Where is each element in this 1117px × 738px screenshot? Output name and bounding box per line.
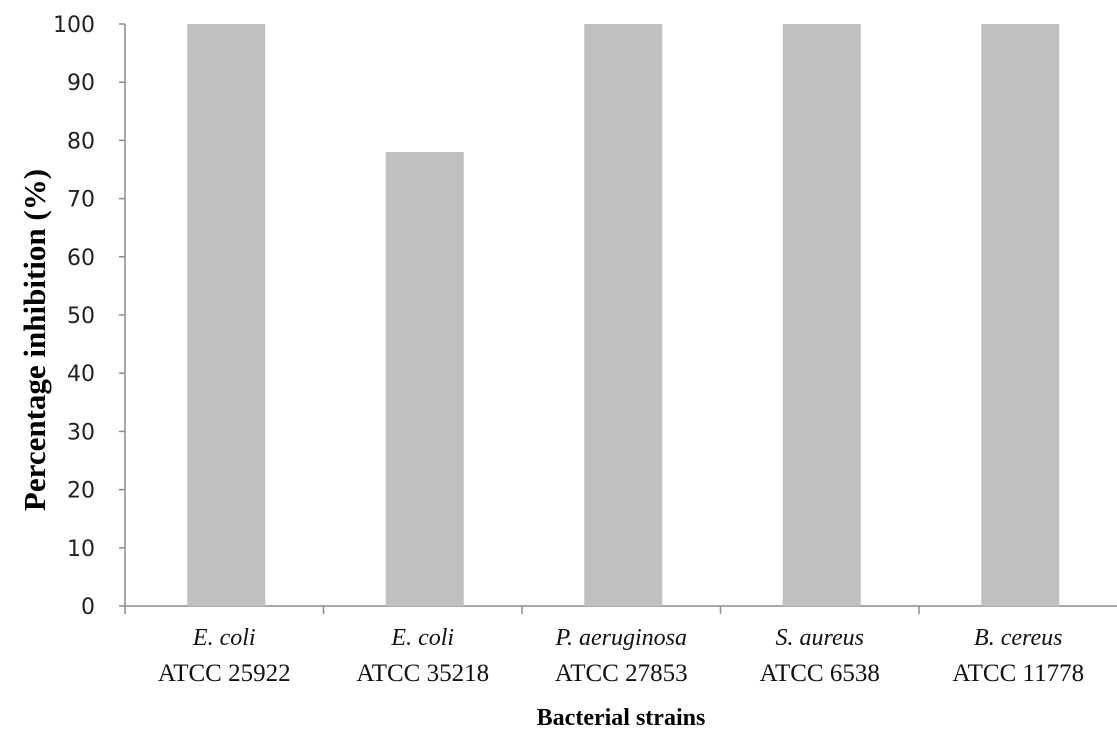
x-category-species-label: B. cereus xyxy=(974,625,1062,651)
x-category-species-label: E. coli xyxy=(390,625,454,651)
x-category-strain-label: ATCC 35218 xyxy=(356,660,489,687)
y-tick-label: 80 xyxy=(67,129,95,154)
bar xyxy=(385,152,464,607)
y-tick-label: 20 xyxy=(67,479,95,504)
x-category-species-label: E. coli xyxy=(192,625,256,651)
y-tick-label: 0 xyxy=(81,595,95,620)
x-category-strain-label: ATCC 6538 xyxy=(760,660,880,687)
y-tick-label: 50 xyxy=(67,304,95,329)
bars xyxy=(187,24,1060,607)
y-tick-label: 40 xyxy=(67,362,95,387)
x-category-labels: E. coli ATCC 25922 E. coli ATCC 35218 P. aer… xyxy=(158,625,1084,687)
x-axis-title: Bacterial strains xyxy=(537,705,706,731)
y-tick-label: 100 xyxy=(53,13,95,38)
bar xyxy=(584,24,663,606)
y-tick-label: 60 xyxy=(67,246,95,271)
bar xyxy=(782,24,861,606)
axes xyxy=(119,23,1117,614)
bar xyxy=(187,24,266,606)
x-category-strain-label: ATCC 25922 xyxy=(158,660,291,687)
x-category-species-label: P. aeruginosa xyxy=(554,625,687,651)
y-tick-label: 70 xyxy=(67,188,95,213)
y-tick-labels: 0 10 20 30 40 50 60 70 80 90 100 xyxy=(53,13,95,620)
y-tick-label: 90 xyxy=(67,71,95,96)
y-tick-label: 10 xyxy=(67,537,95,562)
bar xyxy=(981,24,1060,606)
x-category-species-label: S. aureus xyxy=(776,625,864,651)
y-tick-label: 30 xyxy=(67,420,95,445)
x-category-strain-label: ATCC 11778 xyxy=(952,660,1084,687)
x-category-strain-label: ATCC 27853 xyxy=(555,660,688,687)
y-axis-title: Percentage inhibition (%) xyxy=(17,169,52,511)
